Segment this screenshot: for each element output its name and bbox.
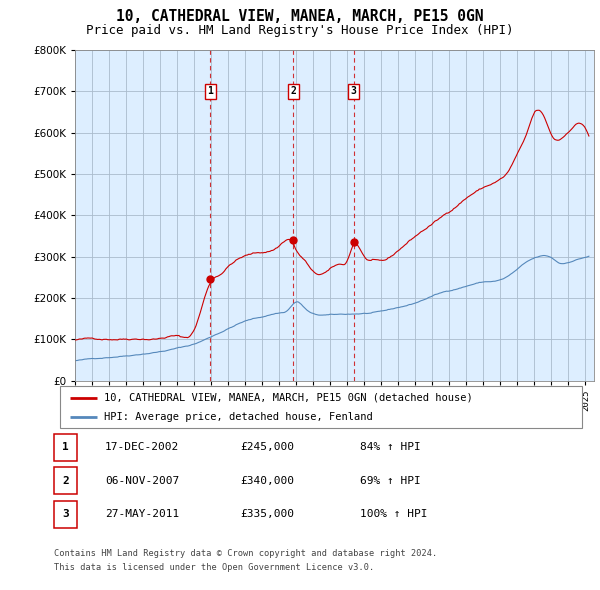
Text: 69% ↑ HPI: 69% ↑ HPI (360, 476, 421, 486)
Text: £245,000: £245,000 (240, 442, 294, 452)
Text: Price paid vs. HM Land Registry's House Price Index (HPI): Price paid vs. HM Land Registry's House … (86, 24, 514, 37)
Text: 84% ↑ HPI: 84% ↑ HPI (360, 442, 421, 452)
Text: 1: 1 (62, 442, 69, 452)
Text: £340,000: £340,000 (240, 476, 294, 486)
Text: 10, CATHEDRAL VIEW, MANEA, MARCH, PE15 0GN (detached house): 10, CATHEDRAL VIEW, MANEA, MARCH, PE15 0… (104, 392, 473, 402)
Text: 100% ↑ HPI: 100% ↑ HPI (360, 510, 427, 519)
Text: 2: 2 (62, 476, 69, 486)
Text: 3: 3 (351, 87, 356, 96)
Text: Contains HM Land Registry data © Crown copyright and database right 2024.: Contains HM Land Registry data © Crown c… (54, 549, 437, 558)
Text: HPI: Average price, detached house, Fenland: HPI: Average price, detached house, Fenl… (104, 412, 373, 422)
Text: 10, CATHEDRAL VIEW, MANEA, MARCH, PE15 0GN: 10, CATHEDRAL VIEW, MANEA, MARCH, PE15 0… (116, 9, 484, 24)
Text: This data is licensed under the Open Government Licence v3.0.: This data is licensed under the Open Gov… (54, 563, 374, 572)
Text: 27-MAY-2011: 27-MAY-2011 (105, 510, 179, 519)
Text: 17-DEC-2002: 17-DEC-2002 (105, 442, 179, 452)
Text: 2: 2 (290, 87, 296, 96)
Text: £335,000: £335,000 (240, 510, 294, 519)
Text: 06-NOV-2007: 06-NOV-2007 (105, 476, 179, 486)
Text: 3: 3 (62, 510, 69, 519)
Text: 1: 1 (208, 87, 214, 96)
